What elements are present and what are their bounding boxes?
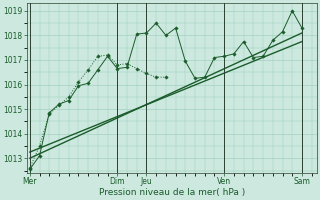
X-axis label: Pression niveau de la mer( hPa ): Pression niveau de la mer( hPa ) bbox=[99, 188, 245, 197]
